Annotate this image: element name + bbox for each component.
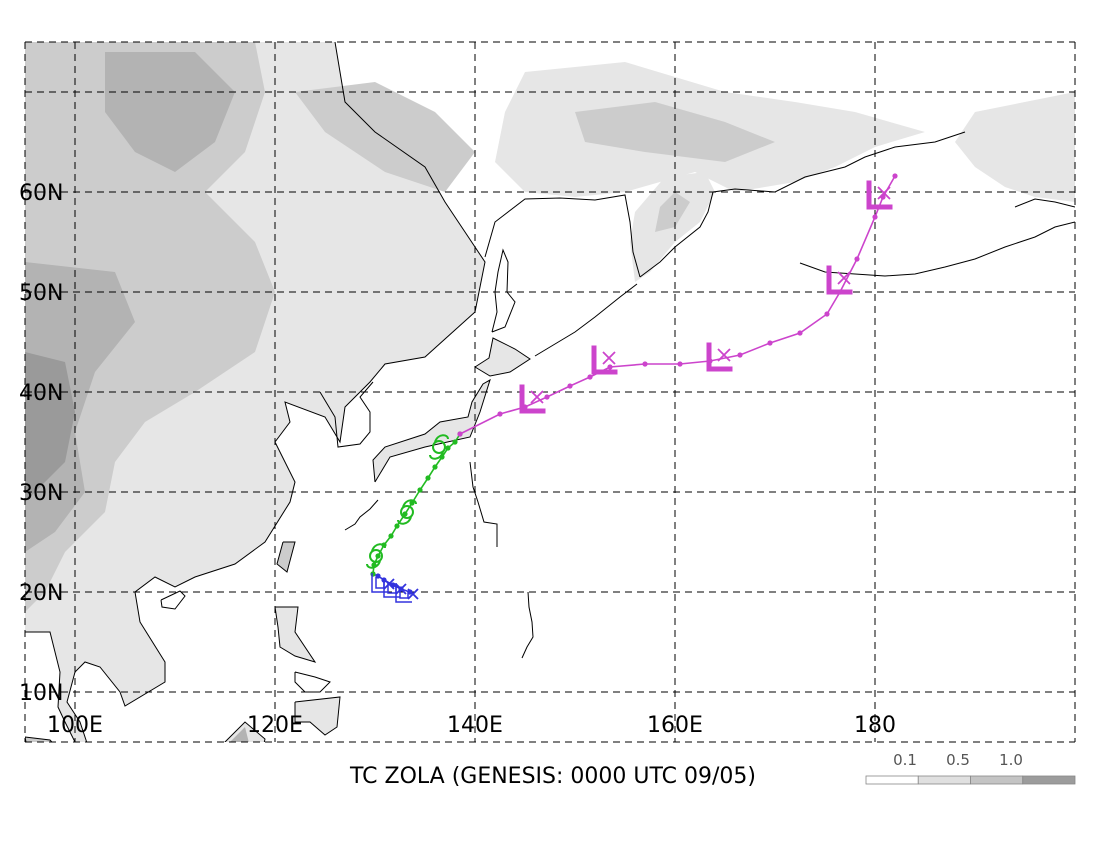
track-point-2-13 bbox=[824, 311, 830, 317]
legend-label-0-5: 0.5 bbox=[946, 751, 970, 769]
track-point-2-0 bbox=[457, 431, 463, 437]
legend-swatch-2 bbox=[970, 775, 1024, 785]
legend-label-1-0: 1.0 bbox=[999, 751, 1023, 769]
track-point-2-1 bbox=[497, 411, 503, 417]
terrain-tibet-high bbox=[25, 262, 135, 552]
track-point-1-13 bbox=[452, 439, 458, 445]
track-point-2-4 bbox=[567, 383, 573, 389]
terrain-hokkaido bbox=[475, 338, 530, 376]
coast-taiwan bbox=[276, 541, 296, 573]
coast-sulawesi bbox=[265, 777, 325, 802]
extratropical-low-symbol-7 bbox=[591, 345, 618, 375]
legend-swatch-0 bbox=[865, 775, 919, 785]
coast-alaska bbox=[1014, 198, 1075, 208]
coast-korea bbox=[319, 381, 374, 448]
track-point-2-3 bbox=[544, 394, 550, 400]
track-point-2-16 bbox=[872, 214, 878, 220]
coast-hainan bbox=[160, 590, 186, 610]
coast-hokkaido bbox=[474, 337, 531, 377]
extratropical-low-symbol-10 bbox=[866, 180, 893, 210]
coast-kamchatka bbox=[639, 131, 966, 278]
coast-new-guinea bbox=[385, 797, 485, 850]
legend-swatch-1 bbox=[917, 775, 971, 785]
extratropical-low-symbol-8 bbox=[706, 342, 733, 372]
coast-ryukyu bbox=[344, 499, 379, 531]
coast-marianas bbox=[521, 591, 534, 659]
track-point-1-12 bbox=[445, 445, 451, 451]
terrain-siberia-high bbox=[105, 52, 235, 172]
coast-okhotsk bbox=[484, 194, 641, 278]
lon-label-120: 120E bbox=[247, 713, 303, 738]
terrain-kamchatka-high bbox=[655, 192, 690, 232]
lon-label-140: 140E bbox=[447, 713, 503, 738]
terrain-tibet-peak bbox=[25, 352, 75, 502]
tropical-depression-symbol-2 bbox=[395, 583, 419, 603]
lat-label-50: 50N bbox=[19, 281, 63, 306]
axis-labels: 10N 20N 30N 40N 50N 60N 100E 120E 140E 160E 180 bbox=[19, 181, 896, 738]
terrain-sumatra bbox=[25, 737, 52, 742]
coast-kuril bbox=[534, 283, 638, 357]
lat-label-60: 60N bbox=[19, 181, 63, 206]
tropical-storm-symbol-4 bbox=[397, 499, 417, 525]
storm-symbols bbox=[366, 180, 893, 603]
legend-color-bar bbox=[865, 775, 1076, 785]
coastlines bbox=[25, 42, 1075, 850]
track-point-2-15 bbox=[854, 256, 860, 262]
extratropical-low-symbol-9 bbox=[826, 265, 853, 295]
track-point-2-18 bbox=[892, 173, 898, 179]
track-point-1-10 bbox=[432, 464, 438, 470]
track-point-2-5 bbox=[587, 374, 593, 380]
lon-label-180: 180 bbox=[854, 713, 896, 738]
lat-label-40: 40N bbox=[19, 381, 63, 406]
lat-label-20: 20N bbox=[19, 581, 63, 606]
legend-label-0-1: 0.1 bbox=[893, 751, 917, 769]
track-point-1-9 bbox=[425, 475, 431, 481]
extratropical-low-symbol-6 bbox=[519, 384, 546, 414]
terrain-taiwan bbox=[277, 542, 295, 572]
track-point-1-4 bbox=[388, 533, 394, 539]
tropical-storm-symbol-5 bbox=[429, 434, 449, 460]
track-point-2-12 bbox=[797, 330, 803, 336]
terrain-alaska bbox=[955, 92, 1075, 202]
graticule bbox=[24, 41, 1076, 743]
legend-swatch-3 bbox=[1022, 775, 1076, 785]
track-point-1-7 bbox=[409, 500, 415, 506]
terrain-borneo-high bbox=[230, 727, 249, 742]
track-point-2-10 bbox=[737, 352, 743, 358]
lon-label-160: 160E bbox=[647, 713, 703, 738]
track-point-1-5 bbox=[394, 523, 400, 529]
terrain-japan bbox=[373, 380, 490, 482]
coast-sakhalin bbox=[491, 248, 516, 333]
terrain-yakutia bbox=[295, 82, 475, 192]
lat-label-30: 30N bbox=[19, 481, 63, 506]
track-point-2-6 bbox=[607, 364, 613, 370]
track-point-2-8 bbox=[677, 361, 683, 367]
coast-asia bbox=[25, 42, 486, 742]
track-point-1-0 bbox=[370, 571, 376, 577]
terrain-mindanao bbox=[295, 697, 340, 735]
track-point-2-11 bbox=[767, 340, 773, 346]
coast-borneo bbox=[224, 721, 266, 742]
coast-aleutians bbox=[799, 221, 1075, 277]
terrain-new-guinea bbox=[385, 797, 485, 850]
terrain-luzon bbox=[275, 607, 315, 662]
terrain-asia-mid bbox=[25, 42, 275, 612]
lat-label-10: 10N bbox=[19, 681, 63, 706]
map-title: TC ZOLA (GENESIS: 0000 UTC 09/05) bbox=[349, 764, 756, 789]
track-point-2-7 bbox=[642, 361, 648, 367]
coast-izu bbox=[469, 461, 498, 547]
terrain-sulawesi bbox=[265, 777, 325, 802]
coast-sumatra bbox=[25, 736, 53, 742]
coast-luzon bbox=[274, 606, 317, 663]
coast-mindanao bbox=[294, 696, 341, 736]
lon-label-100: 100E bbox=[47, 713, 103, 738]
track-point-1-2 bbox=[375, 553, 381, 559]
tropical-storm-symbol-3 bbox=[366, 543, 386, 569]
legend: 0.1 0.5 1.0 bbox=[865, 751, 1076, 785]
track-point-1-6 bbox=[402, 511, 408, 517]
track-point-1-8 bbox=[417, 487, 423, 493]
